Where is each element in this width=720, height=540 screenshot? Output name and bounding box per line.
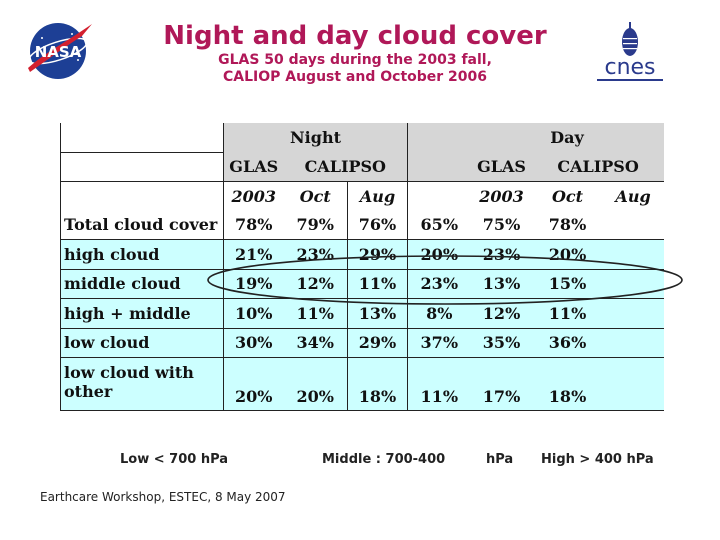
nasa-logo-text: NASA — [35, 43, 82, 61]
header-calipso-day: CALIPSO — [532, 152, 664, 182]
table-cell: 23% — [470, 239, 533, 269]
row-label: Total cloud cover — [60, 210, 224, 240]
table-cell: 18% — [346, 357, 408, 411]
row-label: high + middle — [60, 298, 224, 328]
table-cell: 18% — [532, 357, 603, 411]
table-cell: 78% — [223, 210, 284, 240]
page-title: Night and day cloud cover — [163, 21, 547, 51]
table-cell: 29% — [346, 239, 408, 269]
table-cell: 65% — [407, 210, 471, 240]
period-aug-day: Aug — [602, 181, 664, 211]
table-cell: 8% — [407, 298, 471, 328]
table-cell: 78% — [548, 215, 587, 235]
table-row: Total cloud cover 78% 79% 76% 65% 75% 78… — [60, 210, 664, 240]
legend-high: High > 400 hPa — [541, 452, 654, 467]
table-cell: 11% — [532, 298, 603, 328]
table-cell: 79% — [296, 215, 334, 235]
nasa-logo-icon: NASA — [28, 23, 92, 79]
row-label-line: low cloud with — [64, 363, 194, 382]
period-aug-night: Aug — [346, 181, 408, 211]
table-cell: 13% — [346, 298, 408, 328]
header-calipso-night: CALIPSO — [283, 152, 408, 182]
row-label: high cloud — [60, 239, 224, 269]
table-cell: 20% — [223, 357, 284, 411]
period-glas-night: 2003 — [223, 181, 284, 211]
period-glas-day: 2003 — [470, 181, 533, 211]
table-cell: 17% — [470, 357, 533, 411]
table-cell: 11% — [346, 268, 408, 299]
header-glas-night: GLAS — [223, 152, 284, 182]
cloud-cover-table: Night Day GLAS CALIPSO GLAS CALIPSO 2003… — [60, 123, 664, 411]
table-cell: 15% — [532, 268, 603, 299]
row-label: low cloud with other — [60, 357, 224, 411]
table-cell: 29% — [346, 327, 408, 358]
table-row: high + middle 10% 11% 13% 8% 12% 11% — [60, 298, 664, 328]
subtitle-line-1: GLAS 50 days during the 2003 fall, — [218, 52, 492, 68]
table-cell: 76% — [346, 210, 408, 240]
table-cell: 20% — [407, 239, 471, 269]
table-cell: 20% — [283, 357, 348, 411]
table-cell: 37% — [407, 327, 471, 358]
table-cell: 75% — [482, 215, 521, 235]
table-cell: 10% — [223, 298, 284, 328]
legend-low: Low < 700 hPa — [120, 452, 229, 467]
table-cell: 20% — [532, 239, 603, 269]
table-row: middle cloud 19% 12% 11% 23% 13% 15% — [60, 268, 664, 299]
row-label-line: other — [64, 382, 113, 401]
table-cell: 11% — [283, 298, 348, 328]
period-oct-night: Oct — [283, 181, 348, 211]
group-header-row: Night Day — [60, 123, 664, 152]
subtitle-line-2: CALIOP August and October 2006 — [222, 69, 488, 85]
table-cell: 23% — [283, 239, 348, 269]
cnes-logo-text: cnes — [604, 55, 655, 80]
row-label: middle cloud — [60, 268, 224, 299]
header-night: Night — [222, 123, 408, 152]
instrument-header-row: GLAS CALIPSO GLAS CALIPSO — [60, 151, 664, 182]
page-subtitle: GLAS 50 days during the 2003 fall, CALIO… — [150, 52, 560, 86]
table-cell: 21% — [223, 239, 284, 269]
table-cell: 19% — [223, 268, 284, 299]
cnes-logo-icon: cnes — [597, 22, 663, 81]
table-cell: 23% — [407, 268, 471, 299]
table-cell: 12% — [283, 268, 348, 299]
table-row: low cloud 30% 34% 29% 37% 35% 36% — [60, 327, 664, 358]
table-cell: 36% — [532, 327, 603, 358]
table-cell: 30% — [223, 327, 284, 358]
table-row: high cloud 21% 23% 29% 20% 23% 20% — [60, 239, 664, 269]
period-header-row: 2003 Oct Aug 2003 Oct Aug — [60, 181, 664, 211]
table-cell: 11% — [407, 357, 471, 411]
table-row: low cloud with other 20% 20% 18% 11% 17%… — [60, 357, 664, 411]
legend-middle: Middle : 700-400 — [322, 452, 446, 467]
footer-text: Earthcare Workshop, ESTEC, 8 May 2007 — [40, 490, 286, 504]
table-cell: 34% — [283, 327, 348, 358]
row-label: low cloud — [60, 327, 224, 358]
period-oct-day: Oct — [532, 181, 603, 211]
table-cell: 12% — [470, 298, 533, 328]
legend-unit: hPa — [486, 452, 514, 467]
header-day: Day — [470, 123, 664, 152]
table-cell: 35% — [470, 327, 533, 358]
header-glas-day: GLAS — [470, 152, 533, 182]
table-cell: 13% — [470, 268, 533, 299]
